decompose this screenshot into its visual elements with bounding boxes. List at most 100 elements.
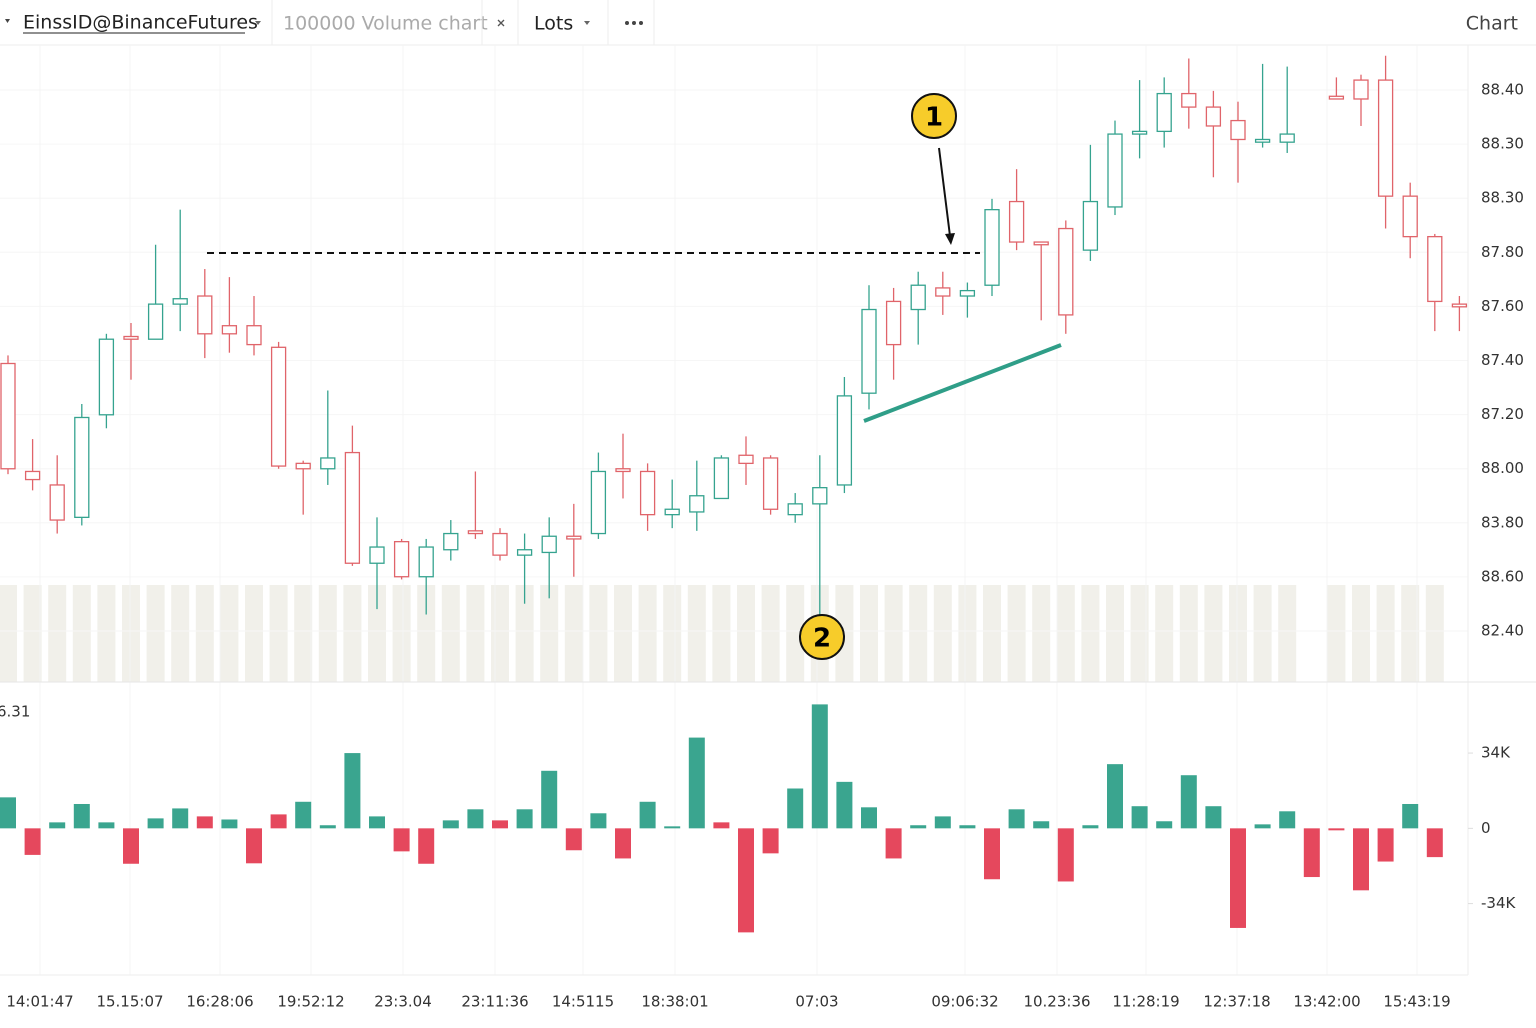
stripe <box>23 585 42 682</box>
symbol-dropdown[interactable] <box>255 21 261 25</box>
stripe <box>220 585 239 682</box>
volume-bar <box>1205 806 1222 829</box>
candle-body <box>1082 200 1099 251</box>
volume-bar <box>221 819 238 829</box>
candle-body <box>197 295 213 335</box>
candle-body <box>0 362 16 470</box>
candle-body <box>639 470 656 516</box>
stripe <box>171 585 190 682</box>
volume-bar <box>1008 809 1025 829</box>
candle-body <box>369 546 385 564</box>
stripe <box>638 585 657 682</box>
price-label: 87.20 <box>1481 405 1524 423</box>
stripe <box>0 585 17 682</box>
chart-type[interactable]: 100000 Volume chart <box>283 13 488 35</box>
stripe <box>1007 585 1026 682</box>
candle-body <box>443 532 459 551</box>
close-icon[interactable] <box>497 19 505 27</box>
candle-body <box>295 462 311 470</box>
volume-bar <box>196 816 213 829</box>
volume-bar <box>959 825 976 829</box>
y-tick-label: 34K <box>1481 744 1511 762</box>
volume-bar <box>516 809 533 829</box>
volume-bar <box>1279 811 1296 829</box>
volume-bar <box>1230 828 1246 928</box>
time-label: 10.23:36 <box>1023 993 1090 1011</box>
volume-bar <box>984 828 1000 880</box>
time-label: 14:01:47 <box>6 993 73 1011</box>
stripe <box>48 585 67 682</box>
menu-arrow[interactable] <box>5 19 10 23</box>
more-icon[interactable] <box>625 21 643 25</box>
candle-body <box>1156 92 1172 133</box>
volume-bar <box>344 753 361 829</box>
stripe <box>663 585 682 682</box>
time-label: 15:43:19 <box>1383 993 1450 1011</box>
time-label: 19:52:12 <box>277 993 344 1011</box>
stripe <box>318 585 337 682</box>
volume-bar <box>24 828 41 855</box>
candle-body <box>812 487 828 505</box>
price-label: 87.60 <box>1481 297 1524 315</box>
stripe <box>245 585 263 682</box>
stripe <box>1155 585 1174 682</box>
candle-body <box>393 540 410 578</box>
arrow-head <box>945 233 955 245</box>
trend-line <box>863 343 1062 423</box>
candle-body <box>984 208 1000 286</box>
volume-bar <box>418 828 435 864</box>
volume-bar <box>664 826 681 829</box>
candle-body <box>1402 195 1418 238</box>
candle-body <box>123 335 139 340</box>
time-label: 09:06:32 <box>931 993 998 1011</box>
candle-body <box>320 457 336 470</box>
time-label: 23:3.04 <box>374 993 432 1011</box>
stripe <box>786 585 805 682</box>
volume-bar <box>885 828 902 859</box>
time-label: 14:5115 <box>552 993 614 1011</box>
stripe <box>983 585 1001 682</box>
stripe <box>195 585 214 682</box>
stripe <box>860 585 878 682</box>
volume-bar <box>295 801 312 829</box>
symbol[interactable]: EinssID@BinanceFutures <box>23 12 258 34</box>
candle-body <box>344 451 361 564</box>
candle-body <box>1254 138 1271 143</box>
candle-body <box>1353 79 1369 100</box>
stripe <box>441 585 460 682</box>
stripe <box>909 585 928 682</box>
candle-body <box>1377 79 1394 197</box>
stripe <box>1179 585 1198 682</box>
candle-body <box>689 495 705 513</box>
stripe <box>491 585 509 682</box>
units[interactable]: Lots <box>534 13 573 35</box>
volume-bar <box>1303 828 1320 878</box>
candle-body <box>418 546 434 578</box>
stripe <box>1056 585 1075 682</box>
price-label: 83.80 <box>1481 513 1524 531</box>
price-label: 88.60 <box>1481 567 1524 585</box>
candle-body <box>221 325 238 335</box>
volume-bar <box>49 822 66 829</box>
candle-body <box>246 325 262 346</box>
stripe <box>1229 585 1247 682</box>
volume-bar <box>147 818 164 829</box>
stripe <box>1401 585 1420 682</box>
stripe <box>589 585 608 682</box>
volume-bar <box>1377 828 1394 862</box>
stripe <box>761 585 780 682</box>
candle-body <box>885 300 902 346</box>
view-label[interactable]: Chart <box>1466 13 1518 35</box>
price-label: 88.40 <box>1481 81 1524 99</box>
price-label: 88.30 <box>1481 189 1524 207</box>
candle-body <box>147 303 164 340</box>
volume-bar <box>492 820 508 829</box>
candle-body <box>861 308 877 394</box>
volume-bar <box>369 816 385 829</box>
units-dropdown[interactable] <box>584 21 590 25</box>
candle-body <box>566 535 582 540</box>
stripe <box>540 585 559 682</box>
stripe <box>687 585 706 682</box>
stripe <box>294 585 313 682</box>
